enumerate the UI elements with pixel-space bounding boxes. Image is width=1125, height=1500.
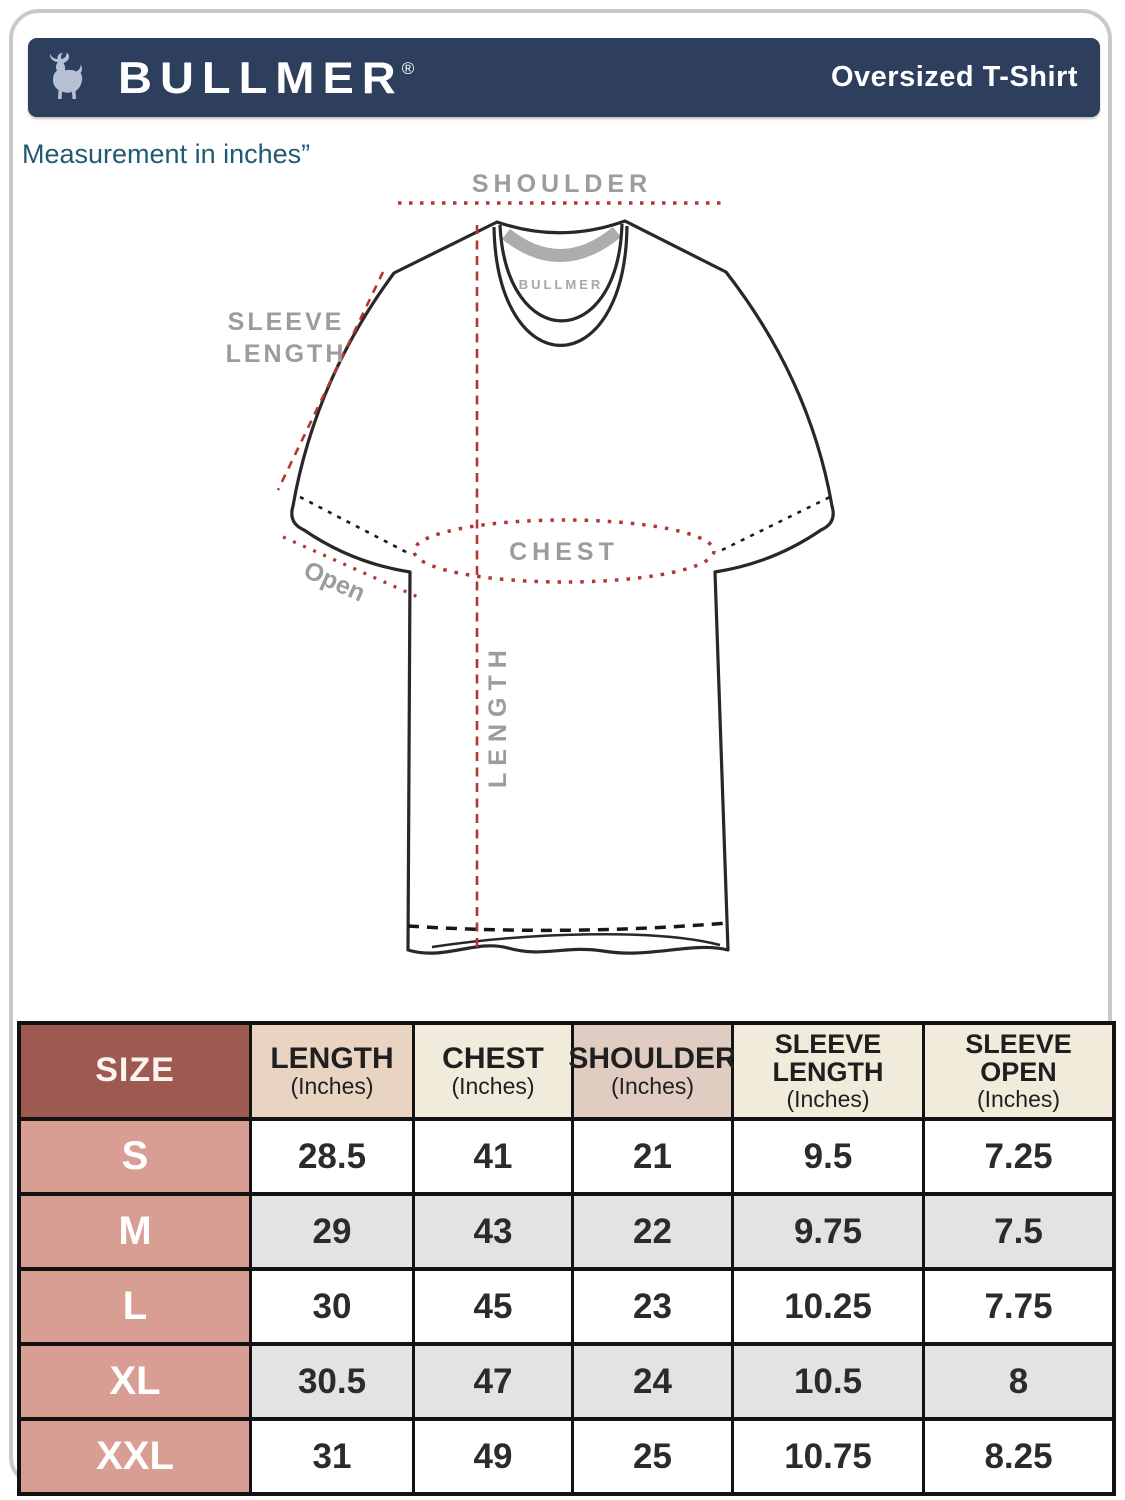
column-header-sleeve-length: SLEEVE LENGTH (Inches) xyxy=(734,1025,922,1117)
shoulder-label: SHOULDER xyxy=(472,170,652,198)
measurement-value-cell: 47 xyxy=(415,1346,571,1417)
size-label-cell: M xyxy=(21,1196,249,1267)
column-header-unit: (Inches) xyxy=(786,1085,870,1112)
measurement-value-cell: 10.75 xyxy=(734,1421,922,1492)
measurement-value-cell: 41 xyxy=(415,1121,571,1192)
measurement-value-cell: 25 xyxy=(574,1421,731,1492)
column-header-chest: CHEST (Inches) xyxy=(415,1025,571,1117)
size-label-cell: S xyxy=(21,1121,249,1192)
size-row-l: L 30 45 23 10.25 7.75 xyxy=(21,1271,1112,1342)
column-header-label: SIZE xyxy=(95,1051,175,1090)
collar-brand-label: BULLMER xyxy=(519,277,604,292)
hem-dashed-line xyxy=(407,921,729,933)
measurement-value-cell: 31 xyxy=(252,1421,412,1492)
size-row-xxl: XXL 31 49 25 10.75 8.25 xyxy=(21,1421,1112,1492)
measurement-value-cell: 10.5 xyxy=(734,1346,922,1417)
column-header-label: CHEST xyxy=(442,1041,544,1075)
measurement-value-cell: 22 xyxy=(574,1196,731,1267)
column-header-shoulder: SHOULDER (Inches) xyxy=(568,1025,737,1117)
measurement-value-cell: 49 xyxy=(415,1421,571,1492)
size-label-cell: XXL xyxy=(21,1421,249,1492)
length-label: LENGTH xyxy=(484,643,512,788)
measurement-value-cell: 7.75 xyxy=(925,1271,1112,1342)
hem-fold-line xyxy=(431,932,721,949)
measurement-value-cell: 8.25 xyxy=(925,1421,1112,1492)
column-header-label: SHOULDER xyxy=(568,1041,737,1075)
brand-wordmark: BULLMER xyxy=(118,52,404,103)
collar-band xyxy=(501,226,622,262)
tshirt-measurement-diagram: BULLMER SHOULDER SLEEVE LENGTH Open CHES… xyxy=(226,170,835,955)
size-label-cell: L xyxy=(21,1271,249,1342)
measurement-value-cell: 28.5 xyxy=(252,1121,412,1192)
tshirt-outline xyxy=(290,219,835,955)
measurement-note: Measurement in inches” xyxy=(22,139,311,169)
size-label-cell: XL xyxy=(21,1346,249,1417)
chest-measure-ellipse xyxy=(412,518,716,584)
measurement-value-cell: 30.5 xyxy=(252,1346,412,1417)
measurement-value-cell: 7.5 xyxy=(925,1196,1112,1267)
column-header-sleeve-open: SLEEVE OPEN (Inches) xyxy=(925,1025,1112,1117)
measurement-value-cell: 45 xyxy=(415,1271,571,1342)
sleeve-length-measure-line xyxy=(276,271,385,491)
column-header-unit: (Inches) xyxy=(290,1073,374,1100)
size-table: SIZE LENGTH (Inches) CHEST (Inches) SHOULDER(… xyxy=(17,1021,1116,1496)
brand-header: BULLMER® Oversized T-Shirt xyxy=(28,38,1100,117)
column-header-size: SIZE xyxy=(21,1025,249,1117)
column-header-label: LENGTH xyxy=(270,1041,394,1075)
measurement-value-cell: 21 xyxy=(574,1121,731,1192)
measurement-value-cell: 24 xyxy=(574,1346,731,1417)
registered-trademark-icon: ® xyxy=(401,59,415,78)
measurement-value-cell: 7.25 xyxy=(925,1121,1112,1192)
measurement-value-cell: 8 xyxy=(925,1346,1112,1417)
column-header-unit: (Inches) xyxy=(976,1085,1061,1112)
measurement-value-cell: 10.25 xyxy=(734,1271,922,1342)
column-header-label: SLEEVE LENGTH xyxy=(772,1029,884,1088)
measurement-value-cell: 9.75 xyxy=(734,1196,922,1267)
column-header-length: LENGTH (Inches) xyxy=(252,1025,412,1117)
chest-label: CHEST xyxy=(509,538,619,566)
open-label: Open xyxy=(300,556,370,608)
product-title: Oversized T-Shirt xyxy=(830,61,1078,93)
sleeve-length-label-line1: SLEEVE xyxy=(228,308,345,336)
sleeve-open-measure-line xyxy=(282,535,419,599)
column-header-unit: (Inches) xyxy=(451,1073,535,1100)
column-header-label: SLEEVE OPEN xyxy=(965,1029,1072,1088)
measurement-value-cell: 9.5 xyxy=(734,1121,922,1192)
size-row-m: M 29 43 22 9.75 7.5 xyxy=(21,1196,1112,1267)
measurement-value-cell: 43 xyxy=(415,1196,571,1267)
size-row-s: S 28.5 41 21 9.5 7.25 xyxy=(21,1121,1112,1192)
measurement-value-cell: 29 xyxy=(252,1196,412,1267)
collar-inner-curve xyxy=(498,223,624,323)
collar-outer-curve xyxy=(492,225,629,347)
measurement-value-cell: 23 xyxy=(574,1271,731,1342)
size-row-xl: XL 30.5 47 24 10.5 8 xyxy=(21,1346,1112,1417)
bull-logo-icon xyxy=(49,52,83,99)
sleeve-length-label-line2: LENGTH xyxy=(226,340,347,368)
size-table-header-row: SIZE LENGTH (Inches) CHEST (Inches) SHOULDER(… xyxy=(21,1025,1112,1117)
column-header-unit: (Inches) xyxy=(610,1073,695,1100)
measurement-value-cell: 30 xyxy=(252,1271,412,1342)
